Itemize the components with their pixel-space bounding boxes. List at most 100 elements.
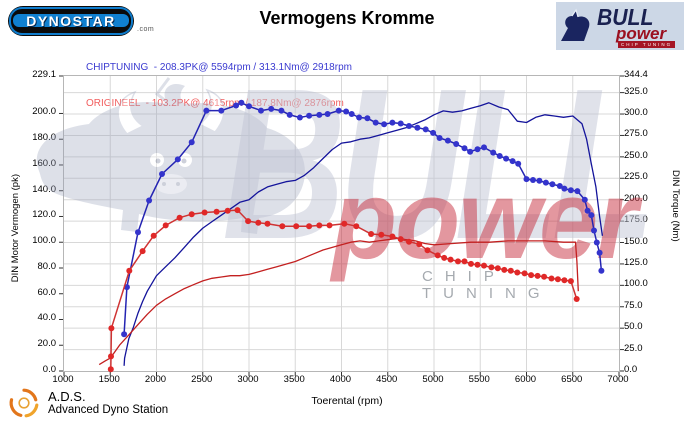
marker-chiptuning-koppel bbox=[306, 112, 313, 119]
ads-full-name: Advanced Dyno Station bbox=[48, 403, 169, 416]
marker-chiptuning-koppel bbox=[316, 111, 323, 118]
y-left-tick-label: 120.0 bbox=[32, 209, 56, 221]
y-left-tick-label: 0.0 bbox=[42, 364, 56, 375]
marker-chiptuning-koppel bbox=[591, 227, 597, 234]
marker-chiptuning-koppel bbox=[561, 185, 568, 192]
marker-origineel-koppel bbox=[501, 266, 508, 273]
marker-chiptuning-koppel bbox=[135, 229, 141, 236]
marker-chiptuning-koppel bbox=[218, 107, 225, 114]
marker-chiptuning-koppel bbox=[335, 107, 342, 114]
dynostar-domain-text: .com bbox=[137, 26, 155, 33]
marker-origineel-koppel bbox=[514, 269, 521, 276]
marker-chiptuning-koppel bbox=[503, 155, 510, 162]
marker-chiptuning-koppel bbox=[461, 145, 468, 152]
marker-origineel-koppel bbox=[494, 265, 501, 272]
marker-chiptuning-koppel bbox=[444, 137, 451, 144]
marker-origineel-koppel bbox=[468, 260, 474, 267]
series-origineel-koppel bbox=[110, 209, 578, 370]
marker-origineel-koppel bbox=[548, 275, 555, 282]
marker-chiptuning-koppel bbox=[343, 108, 350, 115]
marker-origineel-koppel bbox=[541, 273, 548, 280]
marker-chiptuning-koppel bbox=[523, 176, 530, 183]
marker-chiptuning-koppel bbox=[490, 149, 497, 156]
x-tick-label: 1000 bbox=[52, 374, 74, 385]
marker-chiptuning-koppel bbox=[372, 119, 379, 126]
page-title: Vermogens Kromme bbox=[259, 8, 435, 28]
marker-origineel-koppel bbox=[255, 219, 262, 226]
y-left-tick-label: 80.0 bbox=[37, 260, 57, 272]
dynostar-logo: DYNOSTAR bbox=[8, 6, 134, 36]
marker-chiptuning-koppel bbox=[422, 126, 429, 133]
x-tick-label: 6500 bbox=[561, 374, 583, 385]
x-tick-label: 5500 bbox=[468, 374, 490, 385]
marker-origineel-koppel bbox=[188, 211, 195, 218]
marker-origineel-koppel bbox=[213, 208, 220, 215]
marker-chiptuning-koppel bbox=[549, 181, 556, 188]
marker-origineel-koppel bbox=[488, 264, 495, 271]
marker-origineel-koppel bbox=[397, 236, 404, 243]
marker-origineel-koppel bbox=[534, 272, 541, 279]
bullpower-logo-chiptuning-text: CHIP TUNING bbox=[618, 41, 676, 48]
marker-origineel-koppel bbox=[528, 272, 535, 279]
y-left-tick-label: 20.0 bbox=[37, 338, 57, 350]
marker-origineel-koppel bbox=[424, 247, 431, 254]
y-right-tick-label: 225.0 bbox=[624, 171, 648, 183]
series-chiptuning-koppel bbox=[123, 102, 603, 335]
marker-origineel-koppel bbox=[108, 325, 115, 332]
bullpower-logo: BULL power CHIP TUNING bbox=[556, 2, 684, 50]
ads-logo-icon bbox=[9, 388, 39, 418]
marker-chiptuning-koppel bbox=[364, 115, 371, 122]
marker-chiptuning-koppel bbox=[481, 144, 487, 151]
marker-chiptuning-koppel bbox=[174, 156, 181, 163]
marker-chiptuning-koppel bbox=[258, 107, 264, 114]
y-left-tick-label: 100.0 bbox=[32, 235, 56, 247]
marker-chiptuning-koppel bbox=[324, 111, 331, 117]
marker-origineel-koppel bbox=[481, 262, 487, 269]
y-right-tick-label: 275.0 bbox=[624, 128, 648, 140]
marker-chiptuning-koppel bbox=[556, 183, 563, 189]
series-origineel-vermogen bbox=[98, 237, 579, 366]
marker-origineel-koppel bbox=[245, 218, 252, 225]
dynostar-logo-text: DYNOSTAR bbox=[26, 13, 116, 29]
legend: CHIPTUNING - 208.3PK@ 5594rpm / 313.1Nm@… bbox=[86, 38, 352, 122]
grid-lines bbox=[59, 75, 624, 376]
marker-origineel-koppel bbox=[150, 232, 157, 239]
y-right-tick-label: 0.0 bbox=[624, 364, 638, 375]
marker-origineel-koppel bbox=[567, 278, 574, 285]
marker-origineel-koppel bbox=[573, 296, 580, 302]
marker-chiptuning-koppel bbox=[581, 196, 588, 203]
marker-chiptuning-koppel bbox=[146, 197, 153, 204]
marker-chiptuning-koppel bbox=[453, 141, 460, 147]
marker-origineel-koppel bbox=[139, 248, 146, 255]
marker-chiptuning-koppel bbox=[356, 114, 363, 121]
y-left-tick-label: 160.0 bbox=[32, 157, 56, 169]
power-curve-chart: BULL power CHIP TUNING DIN Motor Vermoge… bbox=[0, 56, 694, 410]
marker-chiptuning-koppel bbox=[596, 249, 603, 256]
marker-chiptuning-koppel bbox=[430, 129, 437, 136]
marker-chiptuning-koppel bbox=[286, 111, 293, 118]
marker-origineel-koppel bbox=[474, 261, 481, 268]
x-tick-label: 5000 bbox=[422, 374, 444, 385]
marker-chiptuning-koppel bbox=[348, 111, 355, 117]
marker-chiptuning-koppel bbox=[598, 267, 605, 274]
marker-chiptuning-koppel bbox=[246, 103, 252, 110]
marker-origineel-koppel bbox=[162, 222, 169, 229]
plot-area: BULL power CHIP TUNING bbox=[36, 56, 657, 376]
marker-chiptuning-koppel bbox=[121, 331, 128, 338]
marker-chiptuning-koppel bbox=[203, 107, 210, 114]
y-right-tick-label: 175.0 bbox=[624, 214, 648, 226]
x-tick-label: 6000 bbox=[514, 374, 537, 385]
marker-chiptuning-koppel bbox=[530, 177, 536, 183]
y-left-tick-label: 200.0 bbox=[32, 106, 56, 118]
marker-origineel-koppel bbox=[441, 254, 448, 261]
dynostar-logo-ring bbox=[9, 7, 133, 35]
marker-origineel-koppel bbox=[279, 223, 286, 230]
marker-origineel-koppel bbox=[389, 233, 396, 240]
y-right-tick-label: 325.0 bbox=[624, 85, 648, 97]
marker-chiptuning-koppel bbox=[515, 160, 522, 167]
y-left-tick-label: 180.0 bbox=[32, 132, 56, 144]
marker-origineel-koppel bbox=[293, 223, 300, 230]
ads-footer: A.D.S. Advanced Dyno Station bbox=[8, 387, 168, 419]
marker-origineel-koppel bbox=[126, 267, 133, 274]
x-tick-label: 7000 bbox=[607, 374, 629, 385]
